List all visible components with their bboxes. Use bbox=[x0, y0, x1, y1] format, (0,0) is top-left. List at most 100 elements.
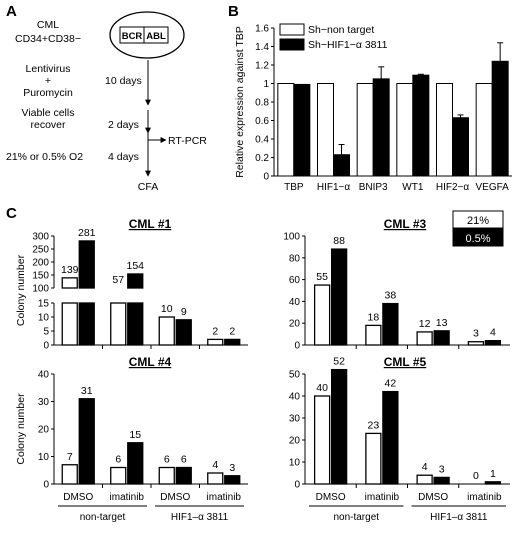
c-data-label: 3 bbox=[229, 462, 235, 474]
c-y-tick-label: 0 bbox=[294, 480, 300, 491]
c-y-tick-label: 0 bbox=[43, 480, 49, 491]
b-bar-hif bbox=[293, 83, 311, 177]
c-bar-05 bbox=[78, 240, 95, 289]
c-data-label: 52 bbox=[333, 356, 345, 368]
step1-line1: Lentivirus bbox=[26, 63, 71, 75]
c-panel-title: CML #3 bbox=[384, 217, 427, 231]
b-legend-nontarget-swatch bbox=[279, 23, 305, 36]
b-y-tick-label: 1.4 bbox=[255, 42, 269, 53]
c-y-tick-label: 5 bbox=[43, 327, 49, 338]
c-data-label: 3 bbox=[473, 328, 479, 340]
c-bar-21 bbox=[158, 466, 175, 485]
gene-bcr: BCR bbox=[122, 31, 143, 42]
c-y-tick-label: 100 bbox=[283, 232, 300, 243]
c-y-tick-label: 0 bbox=[43, 341, 49, 352]
b-bar-nontarget bbox=[277, 83, 295, 177]
step2-line1: Viable cells bbox=[22, 107, 75, 119]
c-y-tick-label: 100 bbox=[32, 284, 49, 295]
step2-time: 2 days bbox=[108, 119, 139, 131]
panel-a-letter: A bbox=[6, 3, 17, 20]
c-treatment-label: DMSO bbox=[160, 492, 190, 503]
c-data-label: 88 bbox=[333, 235, 345, 247]
c-data-label: 154 bbox=[126, 260, 144, 272]
abl-box bbox=[143, 26, 169, 44]
c-bar-21 bbox=[365, 324, 382, 346]
c-bar-05 bbox=[127, 302, 144, 346]
b-bar-nontarget bbox=[436, 83, 453, 177]
c-bar-05 bbox=[484, 339, 502, 346]
c-group-label: HIF1–α 3811 bbox=[430, 512, 488, 523]
c-data-label: 12 bbox=[419, 318, 431, 330]
b-y-tick-label: 0 bbox=[263, 172, 269, 183]
b-y-tick-label: 1.6 bbox=[255, 24, 269, 35]
b-category-label: VEGFA bbox=[475, 182, 509, 193]
c-data-label: 38 bbox=[385, 290, 397, 302]
b-y-tick-label: 0.6 bbox=[255, 116, 269, 127]
c-data-label: 6 bbox=[115, 454, 121, 466]
c-y-tick-label: 150 bbox=[32, 271, 49, 282]
c-treatment-label: imatinib bbox=[467, 492, 502, 503]
c-y-tick-label: 30 bbox=[289, 414, 301, 425]
c-panel-title: CML #5 bbox=[384, 355, 427, 369]
c-treatment-label: DMSO bbox=[316, 492, 346, 503]
c-panel-title: CML #1 bbox=[129, 217, 172, 231]
b-bar-hif bbox=[491, 60, 509, 177]
step1-line2: + bbox=[45, 75, 51, 87]
b-legend-hif-label: Sh−HIF1−α 3811 bbox=[308, 39, 388, 51]
c-data-label: 281 bbox=[78, 227, 96, 239]
b-bar-hif bbox=[412, 74, 430, 177]
c-data-label: 10 bbox=[161, 303, 173, 315]
b-y-tick-label: 0.2 bbox=[255, 153, 269, 164]
c-treatment-label: imatinib bbox=[207, 492, 242, 503]
b-bar-nontarget bbox=[475, 83, 493, 177]
c-data-label: 57 bbox=[112, 274, 124, 286]
c-bar-21 bbox=[207, 338, 224, 346]
b-bar-hif bbox=[372, 78, 390, 177]
c-bar-05 bbox=[224, 475, 241, 485]
c-y-axis-label: Colony number bbox=[15, 393, 27, 465]
c-bar-05 bbox=[224, 338, 241, 346]
b-category-label: WT1 bbox=[402, 182, 424, 193]
c-data-label: 1 bbox=[490, 468, 496, 480]
c-bar-05 bbox=[127, 442, 144, 485]
b-category-label: HIF2−α bbox=[436, 182, 470, 193]
b-category-label: HIF1−α bbox=[317, 182, 351, 193]
c-y-tick-label: 80 bbox=[289, 253, 301, 264]
c-data-label: 3 bbox=[439, 463, 445, 475]
b-y-tick-label: 1 bbox=[263, 79, 269, 90]
c-y-tick-label: 20 bbox=[38, 425, 50, 436]
c-bar-21 bbox=[416, 331, 433, 346]
c-treatment-label: DMSO bbox=[418, 492, 448, 503]
c-data-label: 23 bbox=[368, 419, 380, 431]
c-bar-05 bbox=[433, 330, 450, 346]
c-bar-05 bbox=[330, 248, 348, 346]
cells-phenotype: CD34+CD38− bbox=[15, 33, 81, 45]
c-y-tick-label: 60 bbox=[289, 275, 301, 286]
cells-label: CML bbox=[37, 19, 59, 31]
c-data-label: 139 bbox=[61, 264, 79, 276]
c-bar-21 bbox=[416, 474, 433, 485]
c-y-tick-label: 200 bbox=[32, 258, 49, 269]
c-data-label: 6 bbox=[181, 454, 187, 466]
c-group-label: non-target bbox=[333, 512, 379, 523]
c-bar-05 bbox=[382, 302, 399, 346]
c-bar-21 bbox=[61, 302, 78, 346]
c-bar-21 bbox=[110, 466, 127, 485]
b-y-tick-label: 0.8 bbox=[255, 98, 269, 109]
step3-label: 21% or 0.5% O2 bbox=[6, 151, 83, 163]
b-bar-hif bbox=[333, 154, 350, 177]
b-y-tick-label: 1.2 bbox=[255, 61, 269, 72]
c-bar-05 bbox=[127, 273, 144, 289]
c-bar-21 bbox=[207, 472, 224, 485]
c-data-label: 13 bbox=[436, 317, 448, 329]
c-y-tick-label: 40 bbox=[38, 370, 50, 381]
c-y-tick-label: 10 bbox=[38, 452, 50, 463]
c-y-tick-label: 20 bbox=[289, 436, 301, 447]
c-y-tick-label: 20 bbox=[289, 319, 301, 330]
c-data-label: 15 bbox=[129, 429, 141, 441]
c-data-label: 18 bbox=[368, 311, 380, 323]
c-bar-21 bbox=[467, 341, 485, 346]
b-bar-nontarget bbox=[356, 83, 374, 177]
c-treatment-label: DMSO bbox=[63, 492, 93, 503]
